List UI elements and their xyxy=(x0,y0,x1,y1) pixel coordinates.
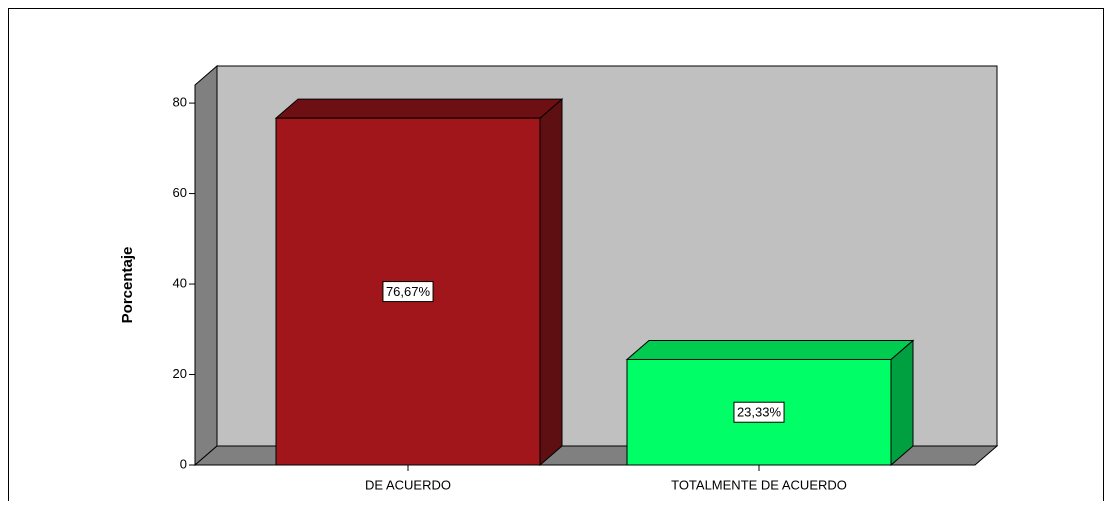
value-label-box xyxy=(382,281,434,303)
left-wall xyxy=(194,64,218,467)
bar-side xyxy=(890,339,914,467)
x-tick-label: TOTALMENTE DE ACUERDO xyxy=(671,477,847,492)
value-label: 76,67% xyxy=(386,284,431,299)
bar-side xyxy=(539,98,563,467)
y-tick-label: 60 xyxy=(173,185,187,200)
y-tick-label: 20 xyxy=(173,366,187,381)
y-tick-label: 80 xyxy=(173,95,187,110)
value-label: 23,33% xyxy=(737,405,782,420)
y-axis-label: Porcentaje xyxy=(119,247,136,324)
y-tick-label: 40 xyxy=(173,275,187,290)
bar-top xyxy=(274,98,564,119)
bar-top xyxy=(625,339,915,360)
value-label-box xyxy=(733,401,785,423)
y-tick-label: 0 xyxy=(180,456,187,471)
x-tick-label: DE ACUERDO xyxy=(365,477,451,492)
